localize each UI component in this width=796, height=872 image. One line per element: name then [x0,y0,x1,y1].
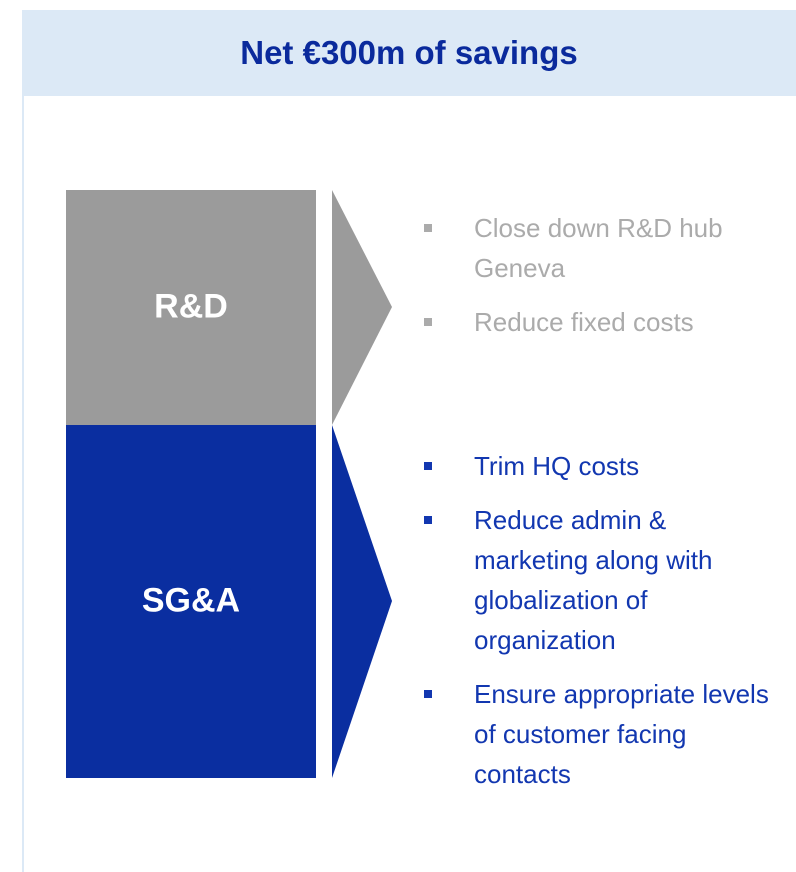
sga-bullets: Trim HQ costs Reduce admin & marketing a… [424,446,776,808]
sga-box [66,425,316,778]
rd-box [66,190,316,425]
bullet: Close down R&D hub Geneva [424,208,746,288]
bullet: Trim HQ costs [424,446,776,486]
rd-chevron [332,190,392,425]
panel [22,10,796,872]
sga-chevron [332,425,392,778]
header-title: Net €300m of savings [22,10,796,96]
block-label: SG&A [141,581,241,620]
rd-bullets: Close down R&D hub Geneva Reduce fixed c… [424,208,746,356]
block-label: R&D [154,287,228,326]
bullet: Ensure appropriate levels of customer fa… [424,674,776,794]
bullet: Reduce fixed costs [424,302,746,342]
bullet: Reduce admin & marketing along with glob… [424,500,776,660]
